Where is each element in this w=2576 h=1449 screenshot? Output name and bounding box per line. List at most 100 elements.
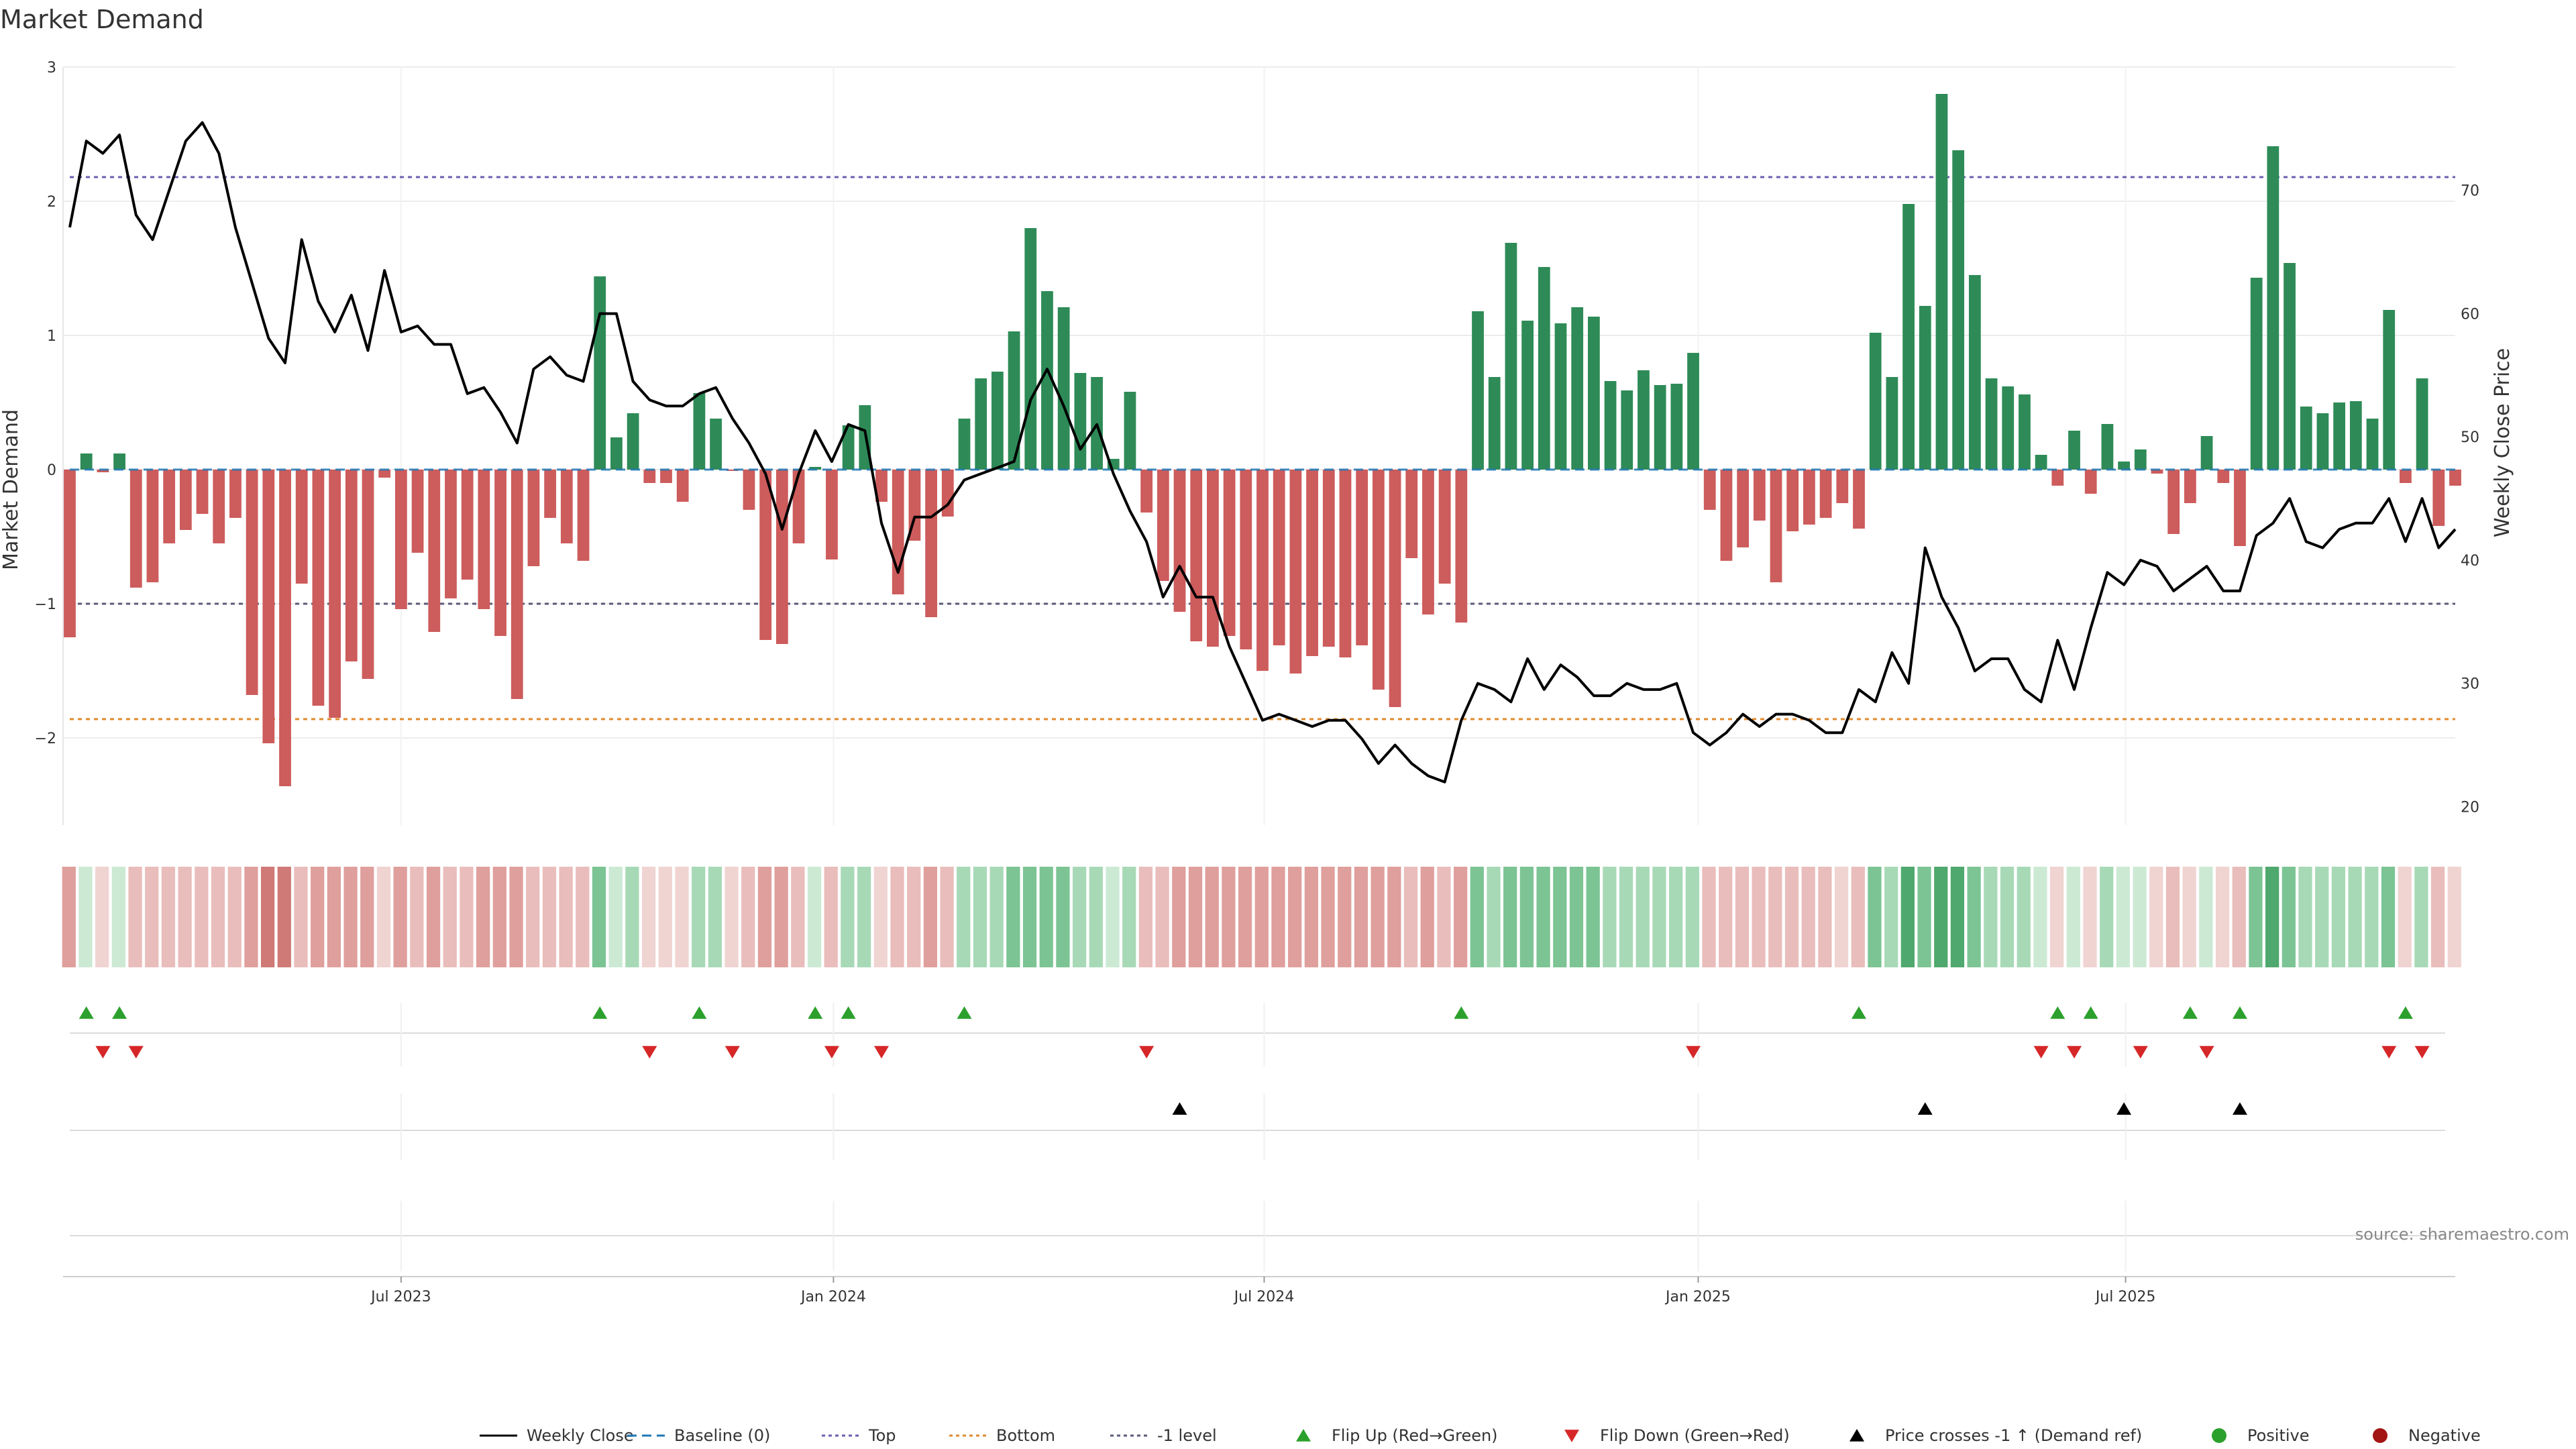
right-axis: 70 60 50 40 30 20 [2461, 183, 2479, 816]
demand-bar [312, 470, 325, 706]
demand-bar [2284, 263, 2296, 470]
demand-bar [394, 470, 407, 609]
demand-bar [196, 470, 209, 514]
strip-cell [1387, 867, 1401, 967]
strip-cell [1022, 867, 1037, 967]
strip-cell [2165, 867, 2180, 967]
strip-cell [95, 867, 109, 967]
strip-cell [1006, 867, 1020, 967]
strip-cell [111, 867, 125, 967]
strip-cell [1719, 867, 1733, 967]
strip-cell [1371, 867, 1385, 967]
demand-bar [1621, 390, 1633, 470]
demand-bar [2383, 310, 2396, 470]
strip-cell [576, 867, 590, 967]
price-cross-marker [1172, 1102, 1187, 1115]
strip-cell [492, 867, 506, 967]
strip-cell [923, 867, 938, 967]
strip-cell [559, 867, 573, 967]
strip-cell [973, 867, 987, 967]
demand-bar [2316, 413, 2329, 470]
strip-cell [476, 867, 490, 967]
demand-bar [726, 470, 739, 471]
strip-cell [1089, 867, 1103, 967]
demand-bar [2101, 424, 2114, 470]
demand-bar [826, 470, 838, 559]
strip-cell [1304, 867, 1318, 967]
strip-cell [658, 867, 672, 967]
demand-bar [494, 470, 506, 636]
demand-bar [1521, 321, 1534, 470]
demand-bar [2400, 470, 2412, 483]
strip-cell [1768, 867, 1782, 967]
y-tick-label-right: 40 [2461, 553, 2479, 570]
strip-cell [1437, 867, 1451, 967]
legend-item: Top [822, 1426, 896, 1445]
demand-bar [1654, 385, 1666, 470]
flip-up-marker [2083, 1006, 2098, 1019]
demand-bar [113, 453, 125, 470]
strip-cell [1238, 867, 1252, 967]
strip-cell [1073, 867, 1087, 967]
demand-bar [2118, 462, 2131, 470]
strip-cell [145, 867, 159, 967]
demand-bar [1853, 470, 1865, 529]
y-tick-label-right: 70 [2461, 183, 2479, 200]
strip-cell [2265, 867, 2279, 967]
demand-bar [975, 378, 987, 470]
demand-bar [2167, 470, 2180, 534]
strip-cell [791, 867, 805, 967]
demand-bar [1886, 377, 1898, 470]
demand-bar [2300, 407, 2312, 470]
strip-cell [2033, 867, 2047, 967]
demand-bar [1273, 470, 1285, 645]
strip-cell [592, 867, 606, 967]
legend-item: Flip Down (Green→Red) [1564, 1426, 1790, 1445]
demand-bar [1389, 470, 1401, 707]
flip-down-marker [824, 1046, 839, 1059]
legend: Weekly Close Baseline (0) Top Bottom -1 leve… [480, 1426, 2481, 1445]
y-tick-label-left: 3 [47, 60, 56, 76]
flip-up-marker [841, 1006, 856, 1019]
strip-cell [2430, 867, 2445, 967]
demand-bar [1472, 311, 1484, 470]
strip-cell [2249, 867, 2263, 967]
strip-cell [1155, 867, 1169, 967]
demand-bar [1703, 470, 1716, 510]
strip-cell [890, 867, 904, 967]
demand-bar [1207, 470, 1219, 647]
demand-bar [1289, 470, 1302, 674]
demand-bar [1587, 317, 1600, 470]
demand-bar [1786, 470, 1799, 531]
strip-cell [2298, 867, 2312, 967]
legend-swatch [1849, 1429, 1864, 1442]
demand-bar [660, 470, 672, 483]
demand-bar [1638, 370, 1650, 470]
strip-cell [724, 867, 739, 967]
strip-cell [161, 867, 176, 967]
cross-markers-panel [70, 1093, 2445, 1161]
demand-bar [129, 470, 142, 588]
strip-cell [1354, 867, 1368, 967]
demand-bar [941, 470, 954, 517]
strip-cell [260, 867, 275, 967]
flip-up-marker [78, 1006, 94, 1019]
x-tick-label: Jan 2025 [1664, 1289, 1731, 1305]
demand-bar [329, 470, 341, 718]
strip-cell [211, 867, 225, 967]
strip-cell [1172, 867, 1186, 967]
strip-cell [1917, 867, 1931, 967]
strip-cell [2414, 867, 2428, 967]
strip-cell [376, 867, 391, 967]
demand-bar [478, 470, 490, 609]
strip-cell [1586, 867, 1600, 967]
demand-bar [1008, 331, 1020, 470]
demand-bar [511, 470, 523, 699]
demand-bar [1604, 381, 1617, 470]
strip-cell [360, 867, 374, 967]
flip-down-marker [642, 1046, 657, 1059]
demand-bar [411, 470, 424, 553]
demand-bar [345, 470, 358, 661]
legend-label: Top [868, 1426, 896, 1445]
demand-bar [1571, 307, 1584, 470]
